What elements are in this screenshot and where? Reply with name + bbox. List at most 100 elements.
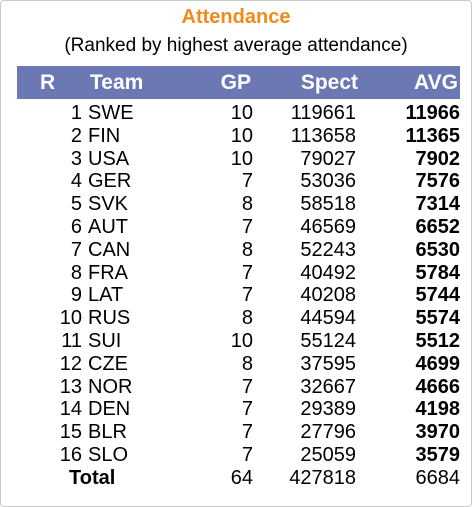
- table-row: 13 NOR 7 32667 4666: [17, 376, 460, 399]
- row-team: CAN: [88, 238, 131, 261]
- row-gp: 7: [241, 421, 253, 444]
- row-team: SLO: [88, 443, 129, 466]
- header-avg: AVG: [414, 71, 458, 94]
- row-spect: 58518: [300, 193, 356, 216]
- row-gp: 7: [241, 261, 253, 284]
- row-avg: 6652: [415, 215, 461, 238]
- row-gp: 7: [241, 398, 253, 421]
- row-rank: 1: [70, 102, 82, 124]
- row-rank: 9: [70, 284, 82, 307]
- row-gp: 7: [241, 215, 253, 238]
- row-avg: 6530: [415, 238, 461, 261]
- total-avg: 6684: [415, 466, 461, 489]
- table-row: 3 USA 10 79027 7902: [17, 148, 460, 171]
- row-spect: 25059: [300, 443, 356, 466]
- row-gp: 10: [230, 329, 253, 352]
- row-spect: 55124: [300, 329, 356, 352]
- row-spect: 46569: [300, 215, 356, 238]
- page-subtitle: (Ranked by highest average attendance): [64, 35, 408, 56]
- total-label: Total: [69, 466, 116, 489]
- row-avg: 11966: [405, 102, 460, 124]
- row-spect: 27796: [300, 421, 356, 444]
- row-gp: 8: [241, 352, 253, 375]
- row-spect: 52243: [300, 238, 356, 261]
- row-avg: 7576: [415, 170, 461, 193]
- row-rank: 7: [70, 238, 82, 261]
- row-rank: 6: [70, 215, 82, 238]
- page-title: Attendance: [181, 6, 291, 28]
- row-avg: 4198: [415, 398, 461, 421]
- table-row: 14 DEN 7 29389 4198: [17, 398, 460, 421]
- row-spect: 37595: [300, 352, 356, 375]
- row-team: BLR: [88, 421, 127, 444]
- row-rank: 15: [59, 421, 82, 444]
- row-team: FRA: [88, 261, 128, 284]
- row-gp: 7: [241, 443, 253, 466]
- row-spect: 29389: [300, 398, 356, 421]
- header-team: Team: [90, 71, 144, 94]
- total-spect: 427818: [289, 466, 356, 489]
- table-row: 6 AUT 7 46569 6652: [17, 216, 460, 239]
- row-avg: 7902: [415, 147, 461, 170]
- row-gp: 10: [230, 102, 253, 124]
- row-team: DEN: [88, 398, 131, 421]
- row-rank: 3: [70, 147, 82, 170]
- row-spect: 113658: [290, 124, 356, 147]
- row-avg: 4666: [415, 375, 461, 398]
- row-team: LAT: [88, 284, 124, 307]
- row-avg: 3579: [415, 443, 461, 466]
- row-spect: 40492: [300, 261, 356, 284]
- row-avg: 4699: [415, 352, 461, 375]
- header-spect: Spect: [300, 71, 358, 94]
- row-rank: 4: [70, 170, 82, 193]
- table-row: 5 SVK 8 58518 7314: [17, 193, 460, 216]
- row-rank: 14: [59, 398, 82, 421]
- row-rank: 16: [59, 443, 82, 466]
- row-spect: 53036: [300, 170, 356, 193]
- table-row: 16 SLO 7 25059 3579: [17, 444, 460, 467]
- row-rank: 13: [59, 375, 82, 398]
- row-gp: 10: [230, 147, 253, 170]
- row-team: NOR: [88, 375, 133, 398]
- table-row: 7 CAN 8 52243 6530: [17, 239, 460, 262]
- row-avg: 5784: [415, 261, 461, 284]
- row-gp: 7: [241, 284, 253, 307]
- total-row: Total 64 427818 6684: [17, 467, 460, 490]
- row-spect: 32667: [300, 375, 356, 398]
- row-team: SWE: [88, 102, 134, 124]
- row-gp: 8: [241, 307, 253, 330]
- row-spect: 79027: [300, 147, 356, 170]
- row-avg: 11365: [405, 124, 460, 147]
- table-row: 1 SWE 10 119661 11966: [17, 102, 460, 125]
- row-team: GER: [88, 170, 132, 193]
- table-row: 15 BLR 7 27796 3970: [17, 421, 460, 444]
- table-row: 2 FIN 10 113658 11365: [17, 125, 460, 148]
- row-avg: 5744: [415, 284, 461, 307]
- row-avg: 5574: [415, 307, 461, 330]
- row-team: CZE: [88, 352, 128, 375]
- row-avg: 5512: [415, 329, 461, 352]
- table-row: 11 SUI 10 55124 5512: [17, 330, 460, 353]
- row-avg: 3970: [415, 421, 461, 444]
- table-row: 8 FRA 7 40492 5784: [17, 262, 460, 285]
- table-header: R Team GP Spect AVG: [17, 66, 460, 99]
- table-body: 1 SWE 10 119661 11966 2 FIN 10 113658 11365 3 USA 10…: [17, 102, 460, 490]
- row-rank: 10: [59, 307, 82, 330]
- row-gp: 7: [241, 375, 253, 398]
- table-row: 4 GER 7 53036 7576: [17, 170, 460, 193]
- row-gp: 10: [230, 124, 253, 147]
- row-team: SUI: [88, 329, 122, 352]
- row-team: AUT: [88, 215, 128, 238]
- row-avg: 7314: [415, 193, 461, 216]
- row-team: FIN: [88, 124, 121, 147]
- row-rank: 5: [70, 193, 82, 216]
- row-spect: 44594: [300, 307, 356, 330]
- row-team: USA: [88, 147, 130, 170]
- row-rank: 2: [70, 124, 82, 147]
- row-rank: 11: [61, 329, 82, 352]
- row-gp: 8: [241, 193, 253, 216]
- row-spect: 119661: [290, 102, 356, 124]
- row-team: RUS: [88, 307, 131, 330]
- table-row: 10 RUS 8 44594 5574: [17, 307, 460, 330]
- row-rank: 8: [70, 261, 82, 284]
